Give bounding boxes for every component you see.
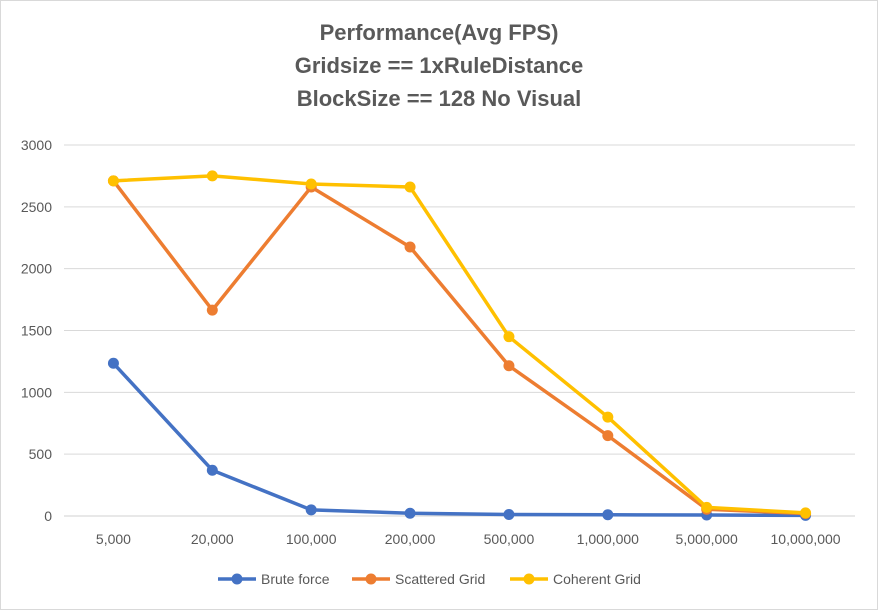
y-tick-label: 500	[29, 446, 53, 462]
data-point	[107, 357, 119, 369]
x-tick-label: 100,000	[286, 531, 337, 547]
y-tick-label: 3000	[21, 137, 52, 153]
series-group	[107, 170, 812, 521]
data-point	[602, 411, 614, 423]
series-brute-force	[107, 357, 812, 521]
y-tick-label: 1000	[21, 384, 52, 400]
y-tick-label: 2500	[21, 199, 52, 215]
x-tick-label: 1,000,000	[577, 531, 639, 547]
legend-label: Coherent Grid	[553, 571, 641, 587]
data-point	[503, 331, 515, 343]
x-tick-label: 200,000	[385, 531, 436, 547]
legend-label: Scattered Grid	[395, 571, 485, 587]
data-point	[404, 181, 416, 193]
data-point	[107, 175, 119, 187]
legend: Brute force Scattered Grid Coherent Grid	[218, 571, 641, 587]
series-line	[111, 179, 808, 516]
y-axis-ticks: 0 500 1000 1500 2000 2500 3000	[21, 137, 52, 524]
legend-item: Scattered Grid	[352, 571, 485, 587]
title-line-3: BlockSize == 128 No Visual	[296, 86, 582, 111]
series-line	[111, 174, 808, 515]
data-point	[701, 501, 713, 513]
gridlines	[64, 144, 855, 517]
legend-swatch-marker	[523, 573, 535, 585]
data-point	[206, 464, 218, 476]
series-coherent-grid	[107, 170, 812, 519]
title-line-2: Gridsize == 1xRuleDistance	[294, 53, 584, 78]
legend-label: Brute force	[261, 571, 330, 587]
legend-item: Coherent Grid	[510, 571, 641, 587]
data-point	[305, 178, 317, 190]
data-point	[206, 304, 218, 316]
y-tick-label: 2000	[21, 261, 52, 277]
chart-title: Performance(Avg FPS) Gridsize == 1xRuleD…	[0, 16, 878, 115]
data-point	[602, 509, 614, 521]
data-point	[503, 360, 515, 372]
legend-item: Brute force	[218, 571, 330, 587]
data-point	[503, 509, 515, 521]
data-point	[602, 430, 614, 442]
title-line-1: Performance(Avg FPS)	[319, 20, 559, 45]
x-tick-label: 5,000	[96, 531, 131, 547]
y-tick-label: 0	[44, 508, 52, 524]
legend-swatch-marker	[231, 573, 243, 585]
y-tick-label: 1500	[21, 323, 52, 339]
data-point	[800, 507, 812, 519]
x-axis-ticks: 5,000 20,000 100,000 200,000 500,000 1,000,00…	[96, 531, 841, 547]
data-point	[305, 504, 317, 516]
data-point	[206, 170, 218, 182]
x-tick-label: 5,000,000	[676, 531, 738, 547]
legend-swatch-marker	[365, 573, 377, 585]
x-tick-label: 10,000,000	[771, 531, 841, 547]
data-point	[404, 507, 416, 519]
data-point	[404, 241, 416, 253]
x-tick-label: 500,000	[484, 531, 535, 547]
series-line	[111, 361, 808, 518]
x-tick-label: 20,000	[191, 531, 234, 547]
